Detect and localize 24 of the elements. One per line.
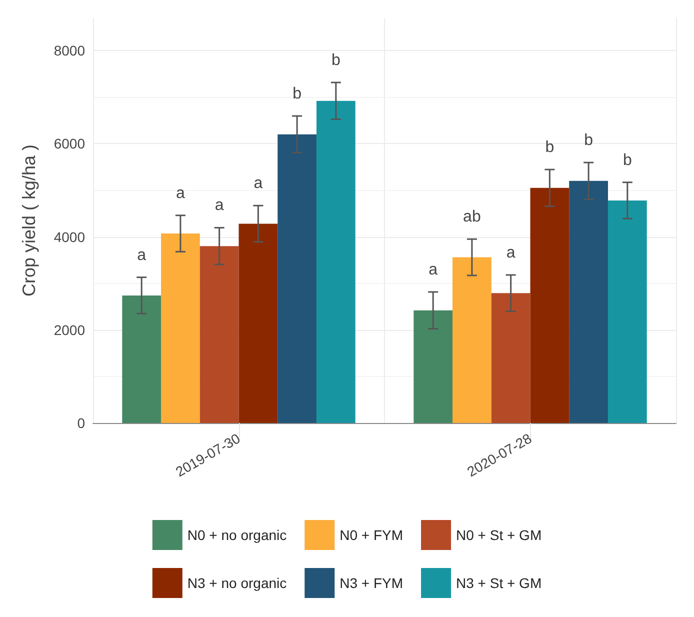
data-label: b: [292, 85, 302, 102]
data-label: ab: [463, 208, 481, 226]
data-label: b: [584, 132, 594, 150]
data-label: a: [254, 175, 263, 192]
legend-label: N0 + no organic: [187, 527, 287, 543]
y-tick-label: 4000: [54, 228, 86, 245]
y-tick-label: 2000: [54, 322, 86, 338]
y-tick-label: 6000: [54, 136, 86, 152]
data-label: a: [214, 197, 224, 214]
data-label: a: [137, 246, 146, 264]
legend-label: N0 + FYM: [340, 527, 404, 543]
y-tick-label: 8000: [54, 42, 86, 59]
data-label: a: [428, 261, 438, 278]
data-label: b: [622, 152, 632, 169]
legend-label: N3 + FYM: [340, 575, 404, 591]
legend-label: N3 + St + GM: [456, 575, 542, 591]
y-tick-label: 0: [77, 415, 86, 431]
data-label: b: [331, 52, 340, 69]
data-label: a: [176, 184, 185, 202]
y-axis-title: Crop yield ( kg/ha ): [19, 144, 39, 297]
legend-label: N3 + no organic: [187, 575, 287, 591]
data-label: b: [545, 139, 554, 156]
legend-label: N0 + St + GM: [456, 527, 542, 543]
data-label: a: [506, 244, 516, 262]
